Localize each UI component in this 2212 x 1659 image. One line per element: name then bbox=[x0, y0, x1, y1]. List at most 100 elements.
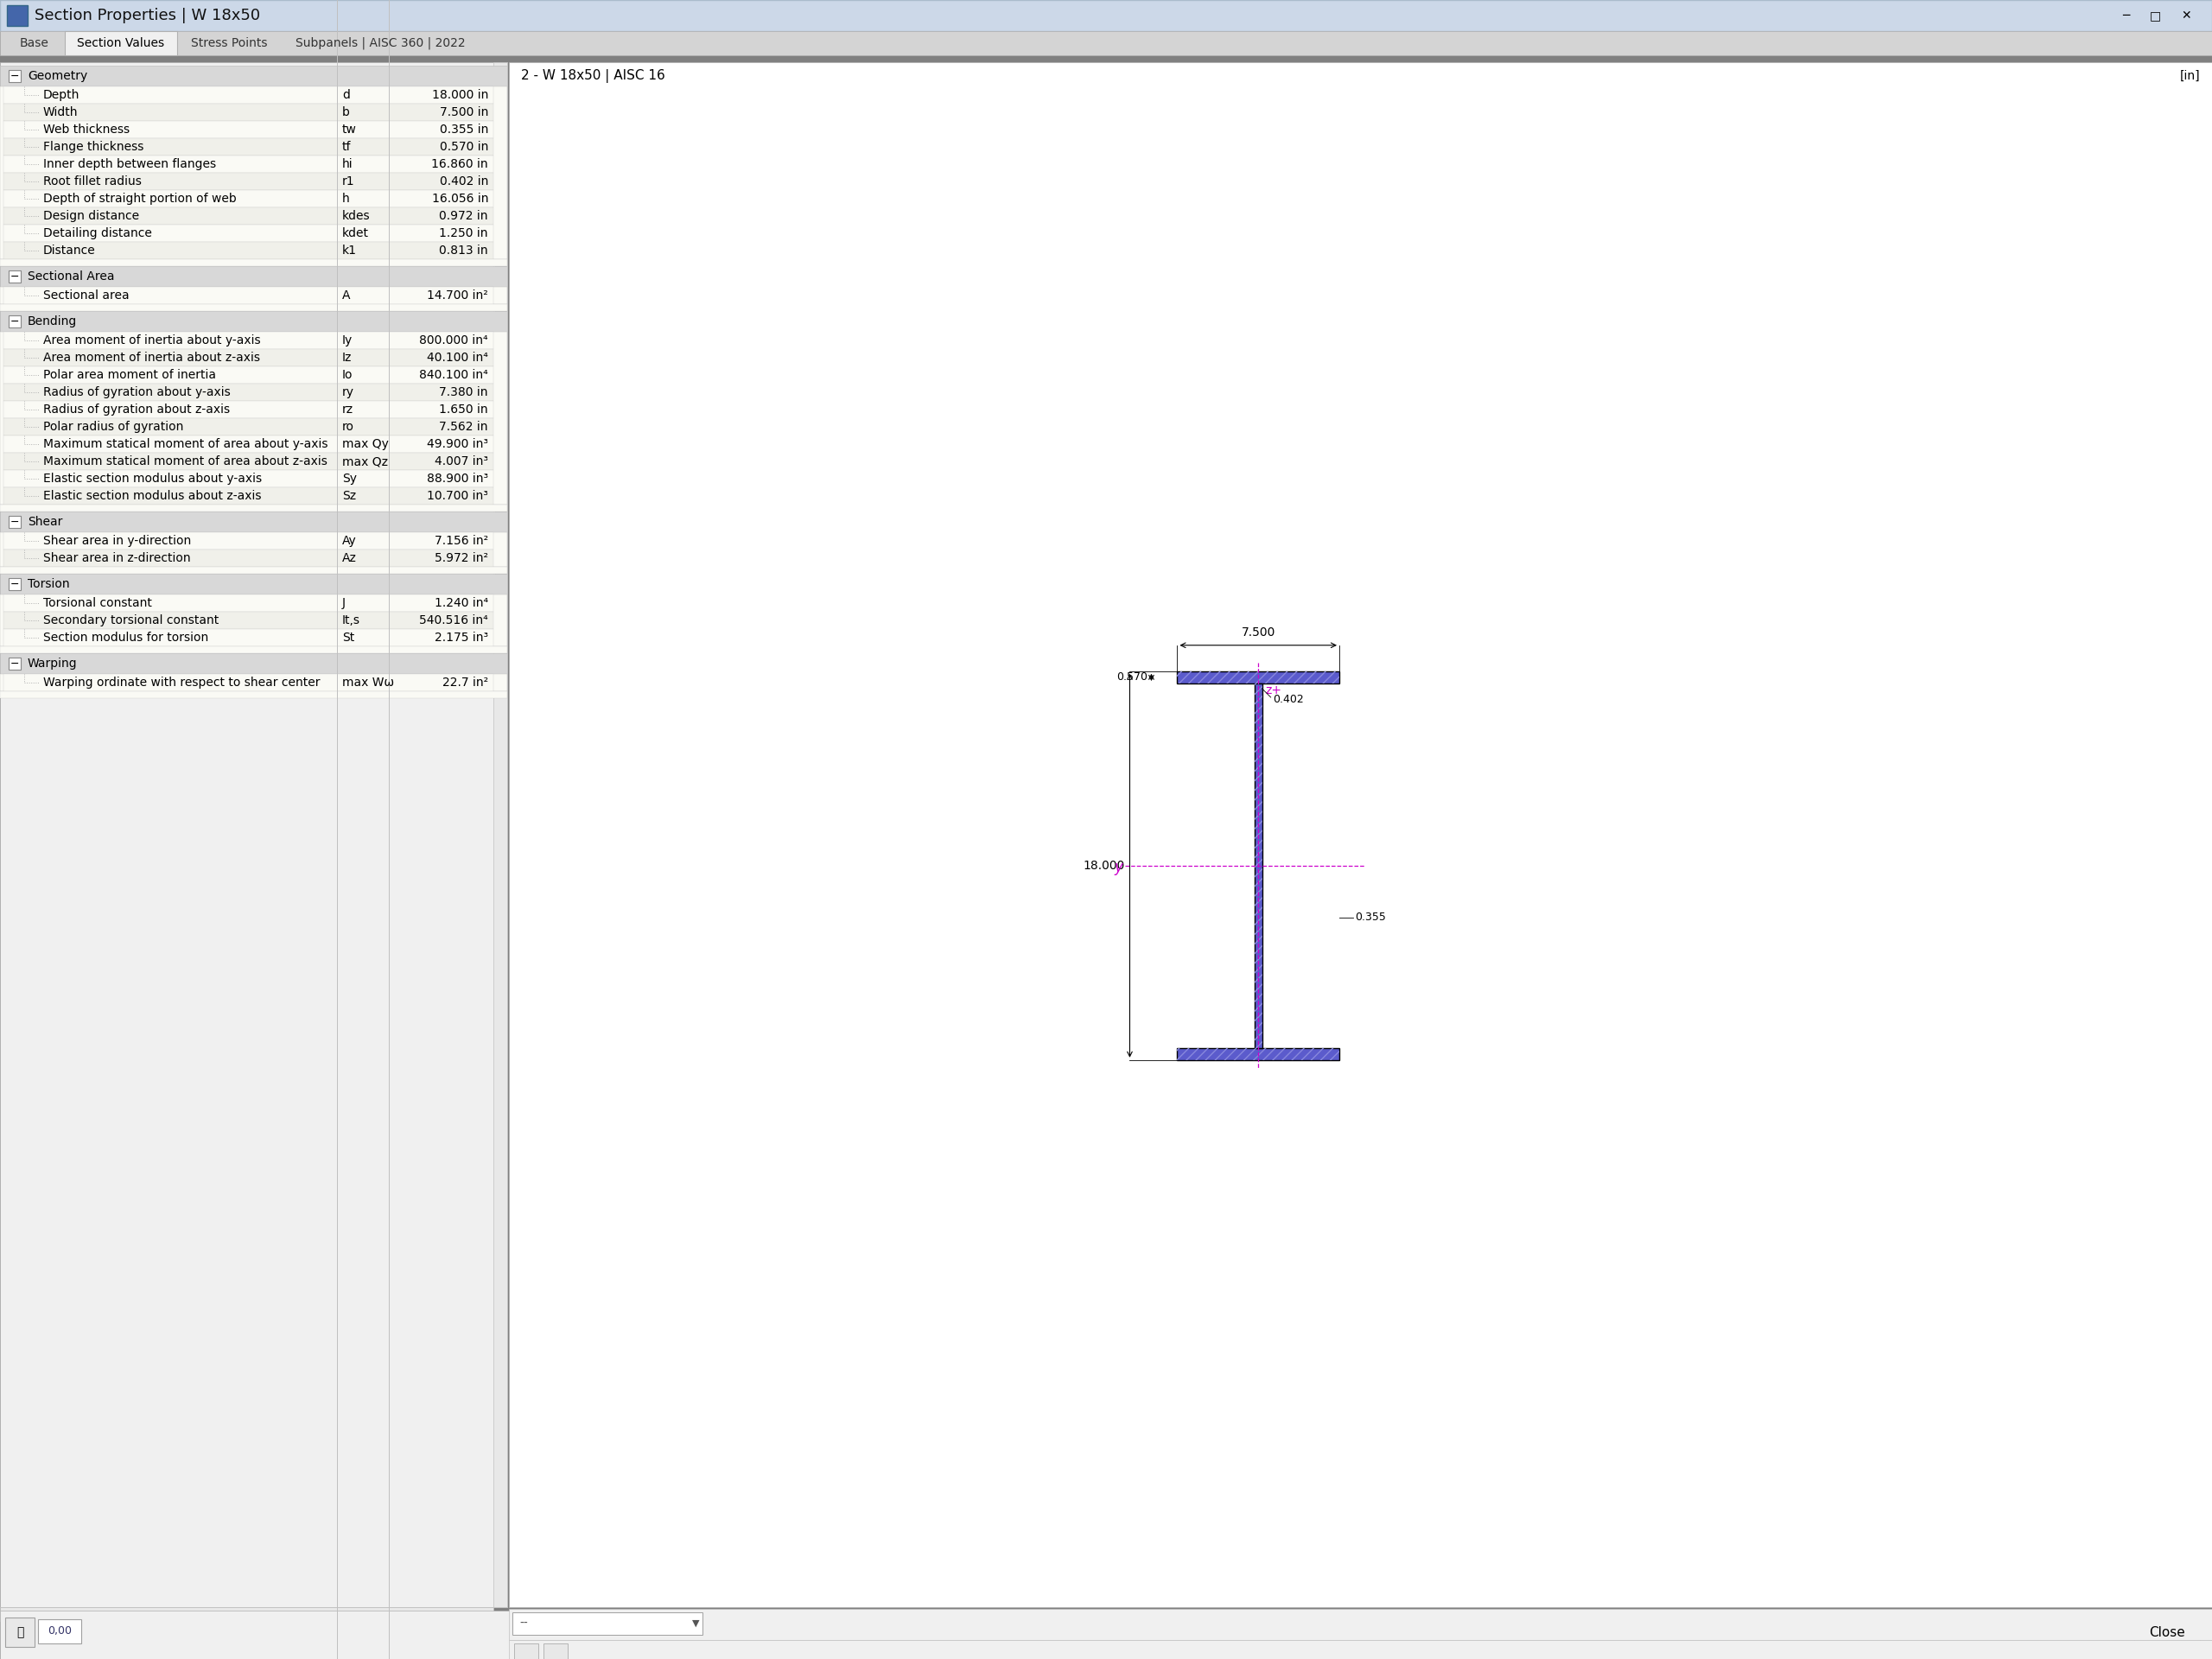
Text: Torsion: Torsion bbox=[27, 577, 69, 591]
Text: 840.100 in⁴: 840.100 in⁴ bbox=[420, 368, 489, 382]
Text: Secondary torsional constant: Secondary torsional constant bbox=[44, 614, 219, 627]
Text: −: − bbox=[11, 579, 20, 589]
Text: 0.813 in: 0.813 in bbox=[440, 244, 489, 257]
Text: Subpanels | AISC 360 | 2022: Subpanels | AISC 360 | 2022 bbox=[294, 36, 465, 50]
Bar bbox=[9, 657, 20, 670]
Bar bbox=[2135, 1619, 2201, 1647]
Text: tw: tw bbox=[343, 123, 356, 136]
Bar bbox=[9, 70, 20, 81]
Bar bbox=[4, 401, 493, 418]
Bar bbox=[9, 315, 20, 327]
Bar bbox=[1177, 1048, 1338, 1060]
Text: Sy: Sy bbox=[343, 473, 356, 484]
Text: 49.900 in³: 49.900 in³ bbox=[427, 438, 489, 450]
Text: Warping ordinate with respect to shear center: Warping ordinate with respect to shear c… bbox=[44, 677, 321, 688]
Bar bbox=[495, 216, 507, 602]
Bar bbox=[4, 367, 493, 383]
Bar bbox=[4, 138, 493, 156]
Bar bbox=[4, 173, 493, 191]
Text: Az: Az bbox=[343, 552, 356, 564]
Bar bbox=[513, 1613, 703, 1634]
Text: z+: z+ bbox=[1265, 685, 1281, 697]
Text: hi: hi bbox=[343, 158, 354, 171]
Text: 0.402: 0.402 bbox=[1272, 693, 1303, 705]
Bar bbox=[4, 549, 493, 567]
Bar bbox=[4, 242, 493, 259]
Bar bbox=[4, 86, 493, 103]
Text: Web thickness: Web thickness bbox=[44, 123, 131, 136]
Text: Section Properties | W 18x50: Section Properties | W 18x50 bbox=[35, 8, 261, 23]
Text: Close: Close bbox=[2150, 1626, 2185, 1639]
Bar bbox=[0, 0, 2212, 32]
Text: --: -- bbox=[520, 1618, 529, 1629]
Text: 16.056 in: 16.056 in bbox=[431, 192, 489, 204]
Text: Elastic section modulus about z-axis: Elastic section modulus about z-axis bbox=[44, 489, 261, 503]
Text: Maximum statical moment of area about y-axis: Maximum statical moment of area about y-… bbox=[44, 438, 327, 450]
Text: rz: rz bbox=[343, 403, 354, 416]
Bar bbox=[0, 61, 507, 1608]
Text: Sectional area: Sectional area bbox=[44, 289, 128, 302]
Text: Detailing distance: Detailing distance bbox=[44, 227, 153, 239]
Text: Flange thickness: Flange thickness bbox=[44, 141, 144, 153]
Bar bbox=[1254, 684, 1263, 1048]
Bar bbox=[4, 332, 493, 348]
Text: 88.900 in³: 88.900 in³ bbox=[427, 473, 489, 484]
Text: 18.000: 18.000 bbox=[1082, 859, 1124, 871]
Text: Ay: Ay bbox=[343, 534, 356, 547]
Bar bbox=[0, 511, 507, 533]
Text: 1.240 in⁴: 1.240 in⁴ bbox=[434, 597, 489, 609]
Text: ✕: ✕ bbox=[2181, 10, 2192, 22]
Bar bbox=[0, 674, 507, 692]
Bar bbox=[0, 332, 507, 504]
Text: 0.355: 0.355 bbox=[1354, 912, 1387, 922]
Bar bbox=[0, 654, 507, 674]
Text: 7.500 in: 7.500 in bbox=[440, 106, 489, 118]
Bar bbox=[9, 516, 20, 528]
Text: 0.570 in: 0.570 in bbox=[440, 141, 489, 153]
Bar bbox=[0, 32, 2212, 55]
Bar bbox=[9, 270, 20, 282]
Bar bbox=[513, 1644, 538, 1659]
Bar bbox=[0, 1608, 493, 1621]
Text: 5.972 in²: 5.972 in² bbox=[434, 552, 489, 564]
Text: Geometry: Geometry bbox=[27, 70, 88, 81]
Text: −: − bbox=[11, 270, 20, 282]
Bar bbox=[4, 418, 493, 435]
Text: 0,00: 0,00 bbox=[46, 1626, 71, 1637]
Text: St: St bbox=[343, 632, 354, 644]
Bar bbox=[0, 86, 507, 259]
Text: Section Values: Section Values bbox=[77, 36, 164, 50]
Bar bbox=[9, 577, 20, 591]
Text: Radius of gyration about z-axis: Radius of gyration about z-axis bbox=[44, 403, 230, 416]
Text: Radius of gyration about y-axis: Radius of gyration about y-axis bbox=[44, 387, 230, 398]
Bar bbox=[4, 453, 493, 469]
Bar bbox=[4, 156, 493, 173]
Text: Area moment of inertia about z-axis: Area moment of inertia about z-axis bbox=[44, 352, 261, 363]
Text: r1: r1 bbox=[343, 176, 354, 187]
Bar bbox=[4, 488, 493, 504]
Text: Depth: Depth bbox=[44, 90, 80, 101]
Text: h: h bbox=[343, 192, 349, 204]
Bar bbox=[0, 259, 507, 265]
Text: −: − bbox=[11, 516, 20, 528]
Bar bbox=[0, 692, 507, 698]
Text: Inner depth between flanges: Inner depth between flanges bbox=[44, 158, 217, 171]
Text: 1.650 in: 1.650 in bbox=[440, 403, 489, 416]
Text: Torsional constant: Torsional constant bbox=[44, 597, 153, 609]
Text: max Qz: max Qz bbox=[343, 455, 387, 468]
Bar bbox=[4, 1618, 35, 1647]
Text: b: b bbox=[343, 106, 349, 118]
Bar bbox=[0, 504, 507, 511]
Text: Sz: Sz bbox=[343, 489, 356, 503]
Bar bbox=[4, 533, 493, 549]
Bar bbox=[0, 533, 507, 567]
Bar bbox=[0, 1611, 2212, 1659]
Text: Root fillet radius: Root fillet radius bbox=[44, 176, 142, 187]
Text: Section modulus for torsion: Section modulus for torsion bbox=[44, 632, 208, 644]
Bar bbox=[4, 287, 493, 304]
Text: 18.000 in: 18.000 in bbox=[431, 90, 489, 101]
Text: 800.000 in⁴: 800.000 in⁴ bbox=[420, 335, 489, 347]
Text: −: − bbox=[11, 315, 20, 327]
Bar bbox=[509, 61, 2212, 1608]
Text: It,s: It,s bbox=[343, 614, 361, 627]
